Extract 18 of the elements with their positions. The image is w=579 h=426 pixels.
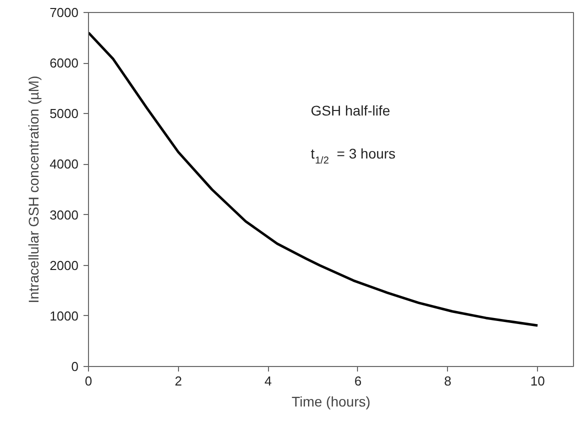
annotation: GSH half-life bbox=[310, 102, 390, 119]
y-tick-label: 2000 bbox=[50, 258, 78, 273]
x-tick-label: 10 bbox=[530, 374, 545, 388]
x-tick-label: 0 bbox=[84, 374, 92, 388]
x-tick-label: 8 bbox=[444, 374, 452, 388]
line-series bbox=[88, 31, 539, 327]
x-tick-label: 6 bbox=[354, 374, 362, 388]
y-tick-label: 7000 bbox=[50, 5, 78, 20]
y-tick-label: 5000 bbox=[50, 106, 78, 122]
x-axis-title: Time (hours) bbox=[292, 394, 370, 410]
y-axis-title: Intracellular GSH concentration (µM) bbox=[26, 76, 42, 304]
y-tick-label: 6000 bbox=[50, 56, 78, 71]
y-tick-label: 1000 bbox=[50, 308, 78, 324]
y-tick-label: 4000 bbox=[50, 156, 78, 172]
y-tick-label: 0 bbox=[71, 359, 79, 374]
x-tick-label: 2 bbox=[174, 374, 182, 388]
x-tick-label: 4 bbox=[264, 374, 272, 388]
y-tick-label: 3000 bbox=[50, 207, 78, 222]
